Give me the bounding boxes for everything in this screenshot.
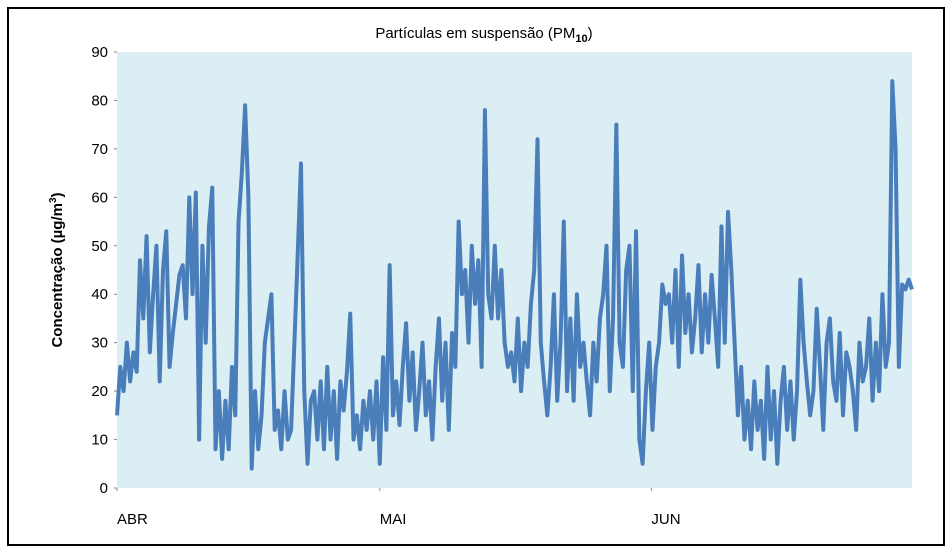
y-tick-label: 60 bbox=[91, 189, 108, 206]
x-tick-label: JUN bbox=[651, 511, 680, 528]
y-tick-label: 70 bbox=[91, 141, 108, 158]
title-text: Partículas em suspensão (PM bbox=[375, 25, 575, 42]
title-subscript: 10 bbox=[575, 33, 587, 45]
y-axis-label: Concentração (µg/m3) bbox=[48, 192, 66, 347]
chart-title: Partículas em suspensão (PM10) bbox=[375, 25, 592, 45]
x-tick-label: ABR bbox=[117, 511, 148, 528]
y-tick-label: 20 bbox=[91, 383, 108, 400]
ylabel-text: Concentração (µg/m bbox=[49, 203, 66, 348]
data-line bbox=[115, 79, 914, 471]
y-tick-label: 50 bbox=[91, 238, 108, 255]
title-end: ) bbox=[588, 25, 593, 42]
y-tick-label: 90 bbox=[91, 44, 108, 61]
y-tick-label: 40 bbox=[91, 286, 108, 303]
y-tick-label: 0 bbox=[100, 480, 108, 497]
y-tick-label: 80 bbox=[91, 92, 108, 109]
ylabel-superscript: 3 bbox=[48, 197, 59, 203]
y-tick-label: 30 bbox=[91, 335, 108, 352]
ylabel-end: ) bbox=[49, 192, 66, 197]
x-tick-label: MAI bbox=[380, 511, 407, 528]
y-tick-label: 10 bbox=[91, 432, 108, 449]
